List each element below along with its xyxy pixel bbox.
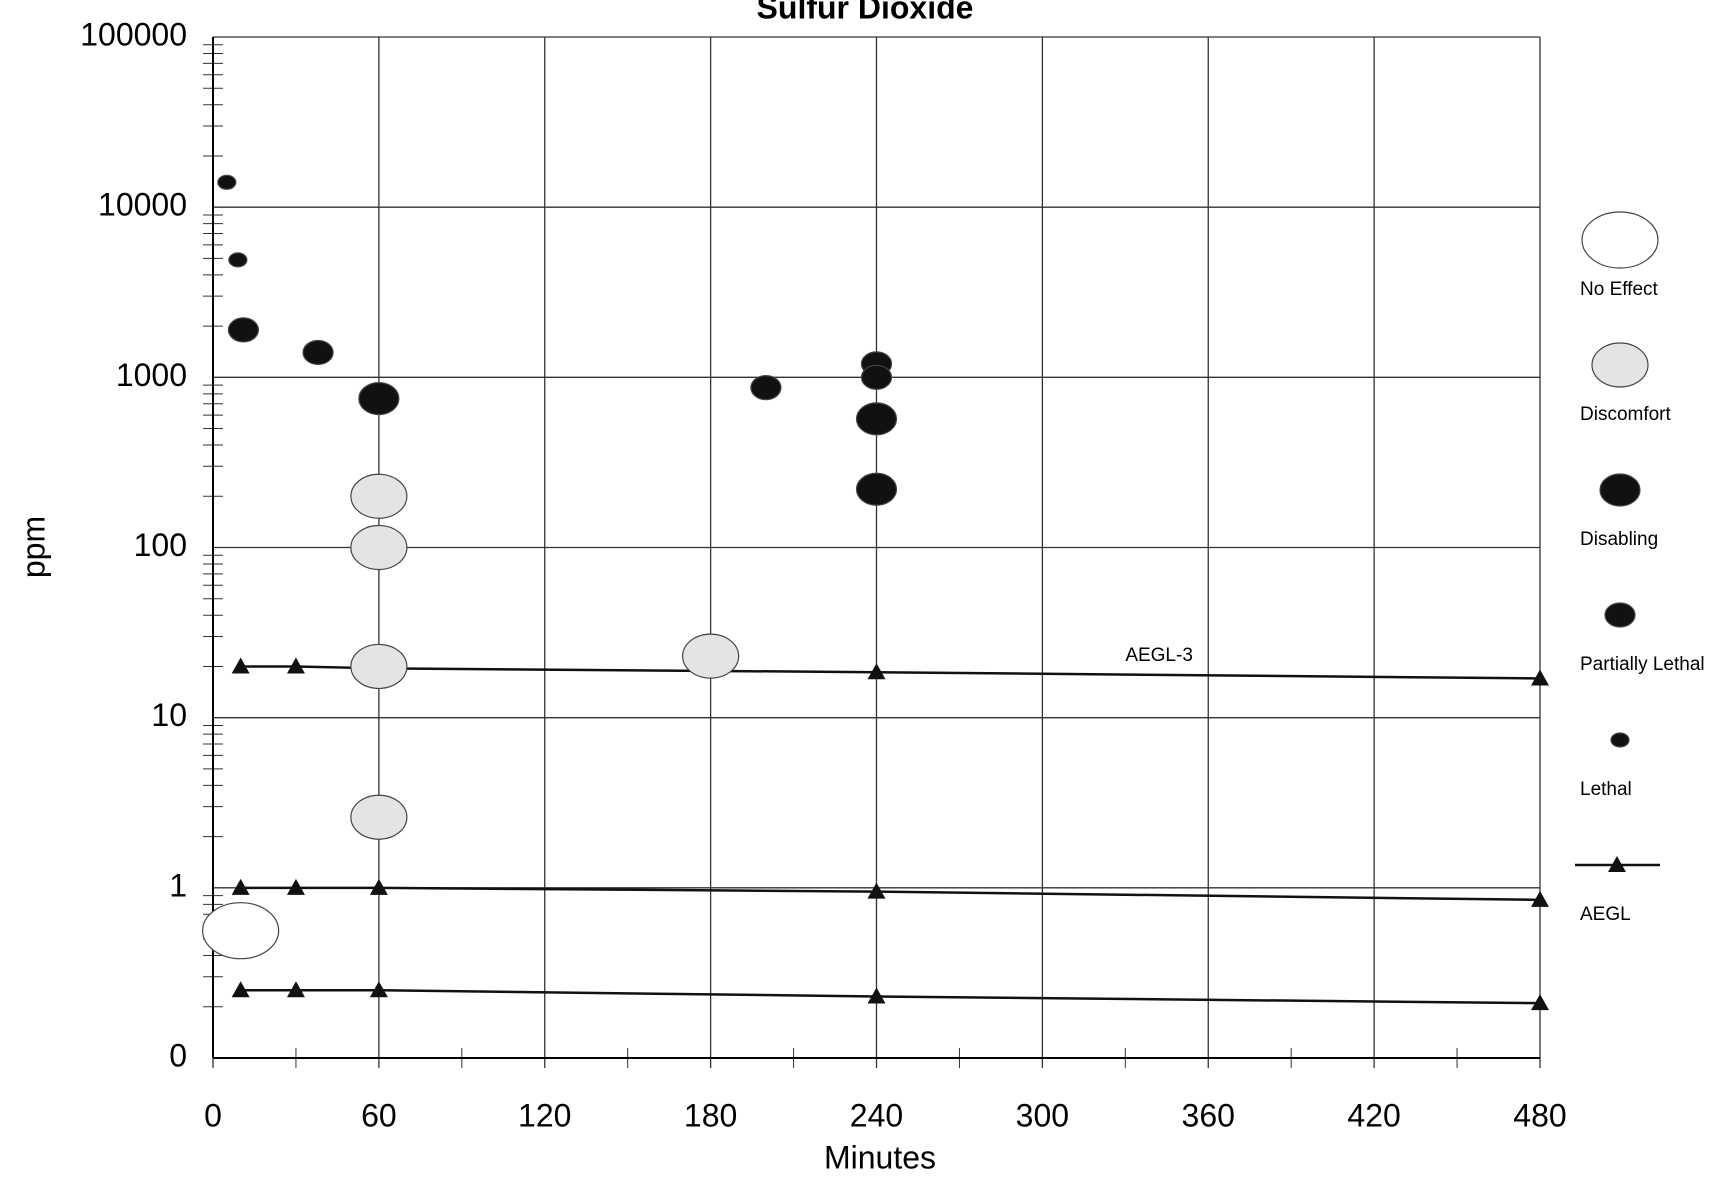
point [202, 902, 280, 960]
y-axis-label: ppm [15, 516, 51, 578]
y-tick-label: 100 [134, 527, 187, 563]
x-tick-label: 240 [850, 1097, 903, 1133]
point [750, 375, 782, 401]
x-tick-label: 120 [518, 1097, 571, 1133]
legend-label: Discomfort [1580, 404, 1672, 425]
y-tick-label: 1000 [116, 357, 187, 393]
aegl-marker [867, 882, 886, 899]
legend-symbol [1581, 211, 1659, 269]
aegl-line [240, 989, 1541, 1005]
aegl-marker [286, 657, 305, 674]
y-tick-label: 0 [169, 1037, 187, 1073]
legend-label: No Effect [1580, 279, 1659, 300]
point [855, 402, 898, 436]
legend-label: Partially Lethal [1580, 654, 1705, 675]
point [227, 317, 260, 343]
point [302, 339, 334, 366]
point [358, 381, 400, 416]
x-tick-label: 180 [684, 1097, 737, 1133]
y-tick-label: 10 [151, 697, 187, 733]
aegl-marker [1531, 994, 1549, 1011]
point [860, 364, 893, 390]
aegl-marker [1531, 890, 1549, 907]
y-tick-label: 100000 [80, 16, 187, 52]
x-tick-label: 60 [361, 1097, 397, 1133]
aegl-marker [231, 878, 250, 895]
point [350, 524, 408, 571]
point [350, 794, 408, 840]
x-tick-label: 480 [1513, 1097, 1566, 1133]
point [217, 174, 237, 190]
x-tick-label: 0 [204, 1097, 222, 1133]
legend-label: Lethal [1580, 779, 1632, 800]
point [855, 472, 898, 506]
point [350, 643, 408, 690]
legend-symbol [1599, 473, 1641, 507]
chart-title: Sulfur Dioxide [757, 0, 974, 25]
aegl-marker [286, 981, 305, 998]
x-tick-label: 420 [1347, 1097, 1400, 1133]
legend-label: AEGL [1580, 904, 1631, 925]
y-tick-label: 10000 [98, 187, 187, 223]
point [228, 252, 248, 268]
annotation: AEGL-3 [1125, 645, 1193, 666]
aegl-marker [1531, 669, 1549, 686]
aegl-marker [231, 981, 250, 998]
legend-symbol [1608, 856, 1626, 872]
aegl-marker [286, 878, 305, 895]
point [350, 473, 408, 519]
aegl-marker [369, 878, 388, 895]
y-tick-label: 1 [169, 867, 187, 903]
aegl-marker [231, 657, 250, 674]
legend-symbol [1604, 602, 1636, 628]
point [682, 633, 740, 679]
x-tick-label: 360 [1182, 1097, 1235, 1133]
x-tick-label: 300 [1016, 1097, 1069, 1133]
legend-label: Disabling [1580, 529, 1658, 550]
aegl-line [240, 665, 1541, 680]
legend-symbol [1610, 732, 1630, 748]
x-axis-label: Minutes [824, 1139, 936, 1175]
aegl-marker [867, 663, 886, 680]
aegl-line [240, 886, 1541, 902]
aegl-marker [369, 981, 388, 998]
aegl-marker [867, 987, 886, 1004]
legend-symbol [1591, 342, 1649, 388]
